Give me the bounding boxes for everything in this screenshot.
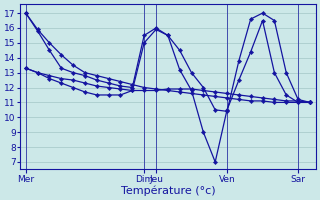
X-axis label: Température (°c): Température (°c) [121,185,215,196]
